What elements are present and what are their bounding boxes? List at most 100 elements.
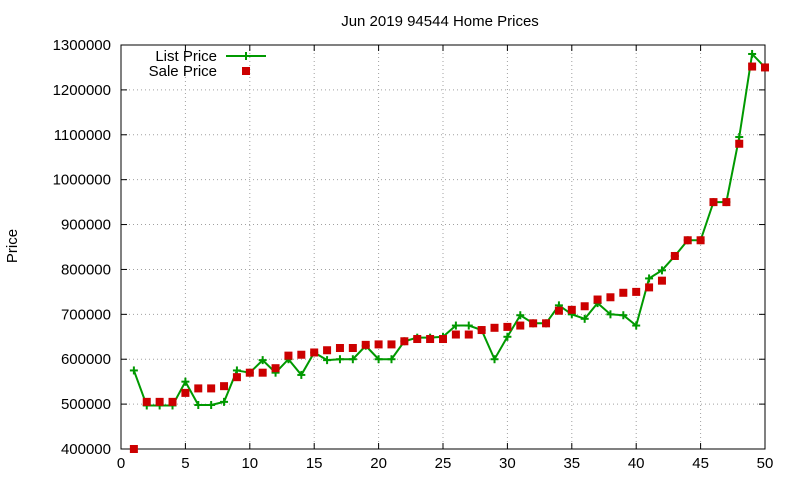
list-price-point [387, 355, 396, 364]
x-tick-label: 40 [628, 455, 645, 472]
sale-price-point [593, 295, 602, 304]
sale-price-point [348, 344, 357, 352]
list-price-point [335, 355, 344, 364]
sale-price-point [181, 388, 190, 397]
sale-price-point [413, 335, 422, 344]
x-tick-label: 20 [370, 455, 387, 472]
sale-price-point [335, 344, 344, 352]
list-price-point [232, 366, 241, 375]
list-price-point [645, 274, 654, 283]
sale-price-point [554, 306, 563, 315]
sale-price-point [490, 323, 499, 332]
list-price-point [464, 321, 473, 330]
y-tick-label: 900000 [61, 217, 111, 234]
y-tick-label: 700000 [61, 306, 111, 323]
y-tick-label: 400000 [61, 441, 111, 458]
sale-price-point [735, 139, 744, 148]
list-price-point [748, 49, 757, 58]
x-tick-label: 10 [241, 455, 258, 472]
sale-price-point [748, 62, 757, 71]
sale-price-point [529, 319, 538, 328]
y-tick-label: 800000 [61, 261, 111, 278]
axes: 0 5 10 15 20 25 30 35 40 45 50 400000 500000 600000 70… [53, 37, 774, 472]
series-layer [129, 49, 769, 453]
sale-price-point [464, 330, 473, 339]
sale-price-point [477, 326, 486, 335]
sale-price-point [645, 283, 654, 292]
sale-price-point [374, 340, 383, 349]
y-tick-label: 1100000 [54, 127, 111, 144]
sale-price-point [245, 368, 254, 377]
list-price-point [297, 370, 306, 379]
sale-price-point [232, 373, 241, 382]
list-price-point [220, 397, 229, 406]
sale-price-point [567, 305, 576, 314]
list-price-point [606, 310, 615, 319]
sale-price-point [361, 340, 370, 349]
sale-price-point [619, 288, 628, 297]
series-sale-price [129, 62, 769, 453]
sale-price-point [142, 397, 151, 406]
list-price-point [632, 321, 641, 330]
list-price-point [323, 356, 332, 365]
sale-price-point [284, 351, 293, 360]
sale-price-point [271, 364, 280, 373]
sale-price-point [168, 397, 177, 406]
list-price-point [735, 133, 744, 142]
list-price-point [348, 355, 357, 364]
sale-price-point [387, 340, 396, 349]
legend-square-swatch [242, 67, 250, 75]
sale-price-point [297, 350, 306, 359]
sale-price-point [207, 384, 216, 393]
sale-price-point [761, 63, 769, 72]
sale-price-point [542, 319, 551, 328]
x-tick-label: 50 [757, 455, 774, 472]
legend-entry-sale-price: Sale Price [149, 63, 250, 80]
sale-price-point [632, 287, 641, 296]
sale-price-point [194, 384, 203, 393]
list-price-point [580, 314, 589, 323]
x-tick-label: 25 [435, 455, 452, 472]
legend-label: List Price [155, 48, 217, 65]
list-price-point [374, 355, 383, 364]
legend-label: Sale Price [149, 63, 217, 80]
list-price-point [490, 355, 499, 364]
list-price-point [503, 332, 512, 341]
sale-price-point [683, 236, 692, 245]
sale-price-point [516, 321, 525, 330]
y-tick-label: 1200000 [53, 82, 111, 99]
sale-price-point [400, 337, 409, 346]
sale-price-point [722, 198, 731, 207]
sale-price-point [657, 276, 666, 285]
sale-price-point [709, 198, 718, 207]
sale-price-point [323, 346, 332, 355]
x-tick-label: 30 [499, 455, 516, 472]
list-price-point [129, 366, 138, 375]
sale-price-point [155, 397, 164, 406]
x-tick-label: 0 [117, 455, 125, 472]
list-price-line [132, 51, 766, 407]
y-axis-label: Price [4, 229, 21, 263]
sale-price-point [439, 335, 447, 344]
legend-entry-list-price: List Price [155, 48, 266, 65]
sale-price-point [129, 445, 138, 453]
y-tick-label: 1300000 [53, 37, 111, 54]
y-tick-label: 600000 [61, 351, 111, 368]
sale-price-point [503, 322, 512, 331]
chart-title: Jun 2019 94544 Home Prices [341, 13, 539, 30]
y-tick-label: 500000 [61, 396, 111, 413]
list-price-point [258, 356, 267, 365]
list-price-point [207, 401, 216, 410]
x-tick-label: 45 [692, 455, 709, 472]
y-tick-label: 1000000 [53, 172, 111, 189]
x-tick-label: 15 [306, 455, 323, 472]
sale-price-point [258, 368, 267, 377]
sale-price-point [696, 236, 705, 245]
x-tick-label: 5 [181, 455, 189, 472]
grid-lines [121, 45, 765, 449]
list-price-point [619, 311, 628, 320]
sale-price-point [670, 251, 679, 260]
sale-price-point [310, 348, 319, 357]
